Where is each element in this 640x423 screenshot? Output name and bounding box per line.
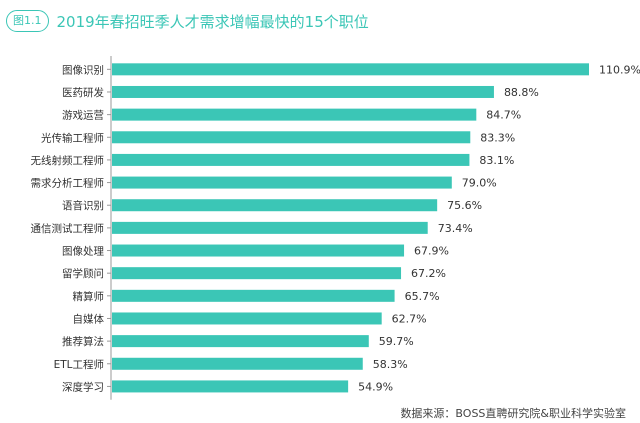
category-label: 留学顾问 [62,267,104,280]
category-label: 无线射频工程师 [31,154,105,167]
bar [112,312,382,325]
bar [112,221,428,234]
value-label: 59.7% [379,335,414,348]
category-label: 精算师 [73,290,105,303]
bar [112,289,395,302]
bar [112,63,589,76]
bar [112,131,471,144]
bar [112,176,452,189]
category-label: 需求分析工程师 [31,177,105,190]
bar [112,357,363,370]
data-source: 数据来源：BOSS直聘研究院&职业科学实验室 [400,407,626,420]
value-label: 83.3% [480,131,515,144]
bar [112,108,477,121]
value-label: 75.6% [447,199,482,212]
value-label: 73.4% [438,222,473,235]
category-label: 光传输工程师 [41,131,104,144]
value-label: 67.9% [414,245,449,258]
category-label: 自媒体 [73,312,105,325]
value-label: 83.1% [479,154,514,167]
category-label: 推荐算法 [62,335,104,348]
value-label: 110.9% [599,63,640,76]
value-label: 54.9% [358,380,393,393]
value-label: 67.2% [411,267,446,280]
figure-tag: 图1.1 [6,10,49,32]
category-label: 语音识别 [62,199,104,212]
category-label: 医药研发 [62,86,104,99]
bar [112,244,405,257]
bar [112,85,494,98]
value-label: 79.0% [462,177,497,190]
chart-title: 2019年春招旺季人才需求增幅最快的15个职位 [56,12,369,31]
chart-header: 图1.1 2019年春招旺季人才需求增幅最快的15个职位 [6,8,369,34]
value-label: 84.7% [486,109,521,122]
value-label: 65.7% [405,290,440,303]
category-label: 图像识别 [62,64,104,76]
category-label: ETL工程师 [54,358,104,371]
value-label: 62.7% [392,312,427,325]
category-label: 深度学习 [62,380,104,393]
category-label: 图像处理 [62,246,104,258]
value-label: 88.8% [504,86,539,99]
category-label: 通信测试工程师 [31,222,105,235]
bar [112,267,402,280]
bar [112,335,369,348]
bar [112,153,470,166]
bar [112,199,438,212]
value-label: 58.3% [373,358,408,371]
bar [112,380,349,393]
bar-chart: 图像识别 110.9% 医药研发 88.8% 游戏运营 84.7% 光传输工程师 83.3% 无… [31,56,640,400]
category-label: 游戏运营 [62,109,104,122]
